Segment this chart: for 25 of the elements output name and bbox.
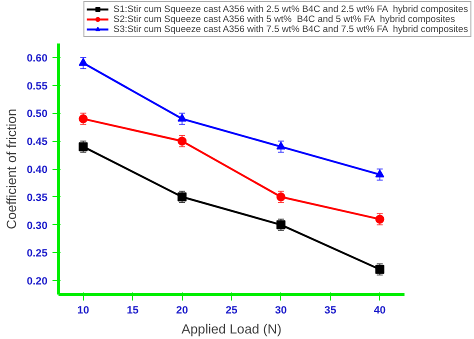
x-tick-label: 10 (77, 304, 90, 316)
y-tick-label: 0.45 (26, 136, 48, 148)
y-tick-label: 0.40 (26, 164, 48, 176)
legend-label: S3:Stir cum Squeeze cast A356 with 7.5 wt% B4C and 7.5 wt% FA hybrid composites (113, 24, 468, 34)
y-tick-label: 0.50 (26, 108, 48, 120)
y-tick-label: 0.55 (26, 80, 48, 92)
y-tick-label: 0.25 (26, 248, 48, 260)
point (78, 58, 88, 66)
point (178, 114, 187, 122)
legend-label: S1:Stir cum Squeeze cast A356 with 2.5 wt% B4C and 2.5 wt% FA hybrid composites (113, 4, 468, 14)
y-tick-label: 0.60 (26, 52, 48, 64)
x-tick-label: 35 (324, 304, 336, 316)
x-tick-label: 40 (374, 304, 386, 316)
x-tick-label: 15 (126, 304, 139, 316)
x-tick-label: 20 (176, 304, 188, 316)
y-axis-title: Coefficient of friction (4, 108, 19, 230)
x-tick-label: 25 (226, 304, 238, 316)
point (375, 169, 384, 178)
y-tick-label: 0.35 (26, 192, 48, 204)
x-axis-title: Applied Load (N) (181, 322, 282, 336)
legend-label: S2:Stir cum Squeeze cast A356 with 5 wt% B4C and 5 wt% FA hybrid composites (113, 14, 456, 24)
y-tick-label: 0.20 (26, 276, 48, 288)
y-tick-label: 0.30 (26, 220, 48, 232)
x-tick-label: 30 (275, 304, 287, 316)
point (276, 142, 286, 150)
